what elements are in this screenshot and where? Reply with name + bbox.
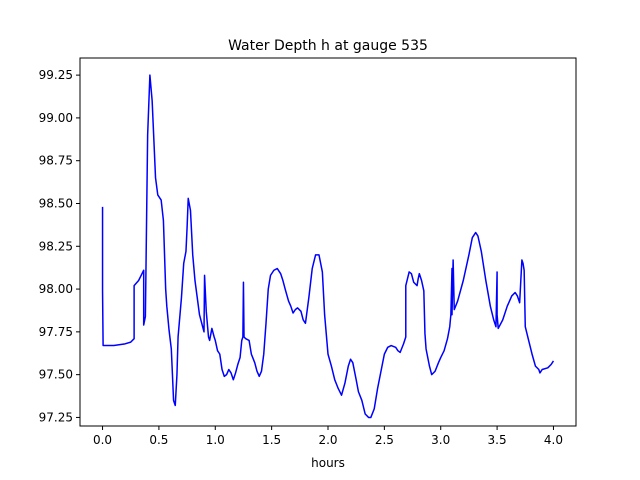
chart-title: Water Depth h at gauge 535: [228, 38, 428, 54]
y-tick-label: 99.25: [39, 68, 73, 82]
y-tick-label: 97.25: [39, 410, 73, 424]
y-tick-label: 99.00: [39, 111, 73, 125]
y-tick-label: 97.50: [39, 368, 73, 382]
x-axis-label: hours: [311, 456, 345, 470]
y-axis-ticks: 97.25 97.50 97.75 98.00 98.25 98.50 98.75 99.00…: [39, 68, 80, 424]
x-tick-label: 2.0: [318, 433, 337, 447]
axes-frame: [79, 57, 577, 427]
x-tick-label: 3.5: [488, 433, 507, 447]
x-tick-label: 1.0: [206, 433, 225, 447]
x-tick-label: 3.0: [431, 433, 450, 447]
x-tick-label: 1.5: [262, 433, 281, 447]
series-line-1: [101, 74, 555, 419]
y-tick-label: 98.00: [39, 282, 73, 296]
x-tick-label: 0.5: [149, 433, 168, 447]
y-tick-label: 98.25: [39, 239, 73, 253]
y-tick-label: 97.75: [39, 325, 73, 339]
y-tick-label: 98.75: [39, 154, 73, 168]
x-tick-label: 0.0: [93, 433, 112, 447]
plot-area: [101, 74, 555, 419]
x-tick-label: 4.0: [544, 433, 563, 447]
y-tick-label: 98.50: [39, 196, 73, 210]
x-tick-label: 2.5: [375, 433, 394, 447]
x-axis-ticks: 0.0 0.5 1.0 1.5 2.0 2.5 3.0 3.5 4.0: [93, 426, 563, 447]
